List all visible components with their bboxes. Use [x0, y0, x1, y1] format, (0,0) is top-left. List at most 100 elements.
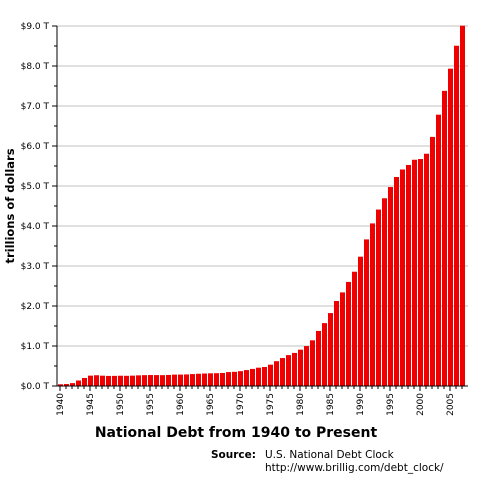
y-tick-label: $2.0 T — [21, 302, 50, 312]
bar-2003 — [436, 114, 441, 387]
bar-1959 — [172, 374, 177, 386]
bar-1996 — [394, 177, 399, 386]
bar-1946 — [94, 375, 99, 386]
y-axis-label: trillions of dollars — [3, 148, 17, 263]
bar-1940 — [58, 384, 63, 386]
bar-1983 — [316, 330, 321, 386]
bar-1998 — [406, 164, 411, 386]
bar-1963 — [196, 373, 201, 386]
bar-1990 — [358, 256, 363, 386]
y-tick-label: $3.0 T — [21, 262, 50, 272]
bar-1977 — [280, 358, 285, 386]
bar-1993 — [376, 209, 381, 386]
bar-1985 — [328, 313, 333, 386]
x-tick-label: 1990 — [356, 393, 366, 416]
bar-1958 — [166, 374, 171, 386]
bar-1961 — [184, 374, 189, 386]
bar-2006 — [454, 45, 459, 386]
bar-1941 — [64, 384, 69, 386]
bar-1943 — [76, 380, 81, 386]
bar-1967 — [220, 372, 225, 386]
x-tick-label: 1950 — [116, 393, 126, 416]
x-tick-label: 1955 — [146, 393, 156, 416]
bar-1968 — [226, 372, 231, 386]
x-tick-labels: 1940 1945 1950 1955 1960 1965 1970 1975 1980 1985… — [56, 386, 463, 416]
source-label: Source: — [211, 449, 256, 461]
bar-1976 — [274, 361, 279, 386]
y-tick-labels: $0.0 T $1.0 T $2.0 T $3.0 T $4.0 T $5.0 T $6.0… — [21, 22, 57, 392]
bar-1988 — [346, 281, 351, 386]
bar-1987 — [340, 292, 345, 386]
bar-1957 — [160, 375, 165, 386]
bar-1992 — [370, 223, 375, 386]
y-tick-label: $7.0 T — [21, 102, 50, 112]
x-tick-label: 2005 — [446, 393, 456, 416]
bar-1953 — [136, 375, 141, 386]
bar-1964 — [202, 373, 207, 386]
bar-1997 — [400, 169, 405, 386]
bar-1942 — [70, 383, 75, 386]
x-tick-label: 1965 — [206, 393, 216, 416]
x-tick-label: 1945 — [86, 393, 96, 416]
bar-1981 — [304, 346, 309, 386]
y-tick-label: $9.0 T — [21, 22, 50, 32]
bar-1970 — [238, 371, 243, 386]
x-tick-label: 1980 — [296, 393, 306, 416]
chart-title: National Debt from 1940 to Present — [95, 425, 378, 441]
x-tick-label: 1985 — [326, 393, 336, 416]
bar-2007 — [460, 25, 465, 387]
bar-1994 — [382, 198, 387, 386]
bar-2005 — [448, 68, 453, 387]
bar-1954 — [142, 375, 147, 386]
bar-1989 — [352, 271, 357, 386]
x-tick-label: 1970 — [236, 393, 246, 416]
source-name: U.S. National Debt Clock — [265, 449, 395, 461]
bar-1945 — [88, 375, 93, 386]
bar-1966 — [214, 373, 219, 386]
bar-1969 — [232, 371, 237, 386]
gridlines — [57, 25, 468, 347]
x-tick-label: 1940 — [56, 393, 66, 416]
x-tick-label: 1960 — [176, 393, 186, 416]
bar-1951 — [124, 375, 129, 386]
x-tick-label: 1975 — [266, 393, 276, 416]
bar-1949 — [112, 375, 117, 386]
bar-1995 — [388, 187, 393, 386]
bar-2001 — [424, 153, 429, 386]
y-tick-label: $5.0 T — [21, 182, 50, 192]
y-tick-label: $8.0 T — [21, 62, 50, 72]
bar-1984 — [322, 323, 327, 386]
bar-1971 — [244, 370, 249, 386]
y-tick-label: $0.0 T — [21, 382, 50, 392]
y-tick-label: $1.0 T — [21, 342, 50, 352]
bar-1952 — [130, 375, 135, 386]
bar-1982 — [310, 340, 315, 386]
bar-1975 — [268, 364, 273, 386]
bar-1974 — [262, 367, 267, 386]
bar-1979 — [292, 352, 297, 386]
bar-2004 — [442, 90, 447, 386]
bar-1962 — [190, 374, 195, 386]
bar-1944 — [82, 377, 87, 386]
bar-1960 — [178, 374, 183, 386]
bar-1947 — [100, 375, 105, 386]
bar-series — [58, 25, 465, 387]
bar-1986 — [334, 301, 339, 386]
bar-1955 — [148, 375, 153, 386]
x-tick-label: 2000 — [416, 393, 426, 416]
bar-1978 — [286, 355, 291, 386]
bar-1948 — [106, 375, 111, 386]
source-url: http://www.brillig.com/debt_clock/ — [265, 462, 444, 474]
bar-1980 — [298, 349, 303, 386]
y-tick-label: $4.0 T — [21, 222, 50, 232]
bar-1965 — [208, 373, 213, 386]
bar-1950 — [118, 375, 123, 386]
bar-2002 — [430, 136, 435, 386]
bar-2000 — [418, 159, 423, 386]
bar-1973 — [256, 367, 261, 386]
bar-1999 — [412, 159, 417, 386]
x-tick-label: 1995 — [386, 393, 396, 416]
y-tick-label: $6.0 T — [21, 142, 50, 152]
bar-1956 — [154, 375, 159, 386]
